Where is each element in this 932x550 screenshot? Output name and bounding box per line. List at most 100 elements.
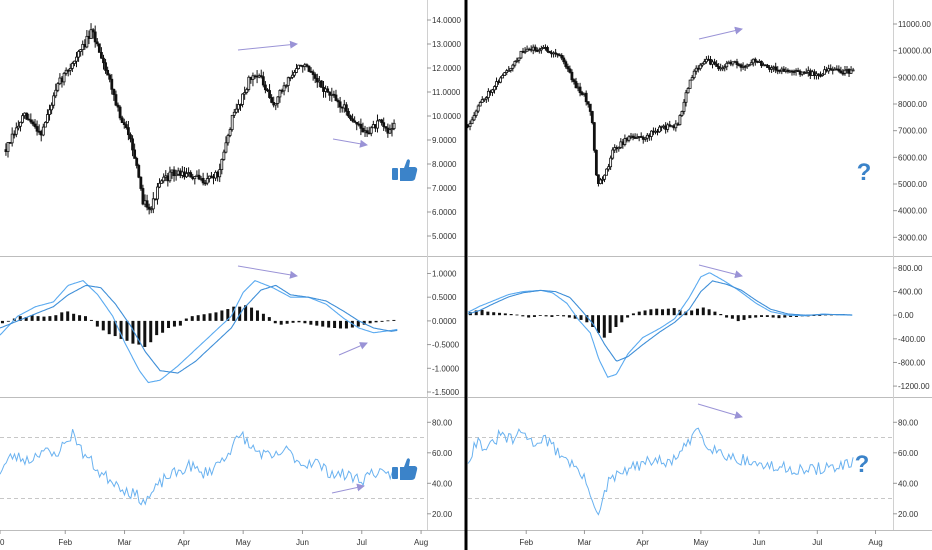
macd-histogram-bar — [777, 315, 781, 319]
candle-body — [276, 96, 280, 104]
macd-histogram-bar — [18, 316, 22, 321]
candle-body — [228, 129, 232, 136]
macd-histogram-bar — [89, 319, 93, 321]
candle-body — [804, 72, 808, 74]
macd-histogram-bar — [626, 315, 630, 318]
candle-body — [774, 66, 778, 71]
candle-body — [41, 126, 45, 136]
candle-body — [355, 121, 359, 125]
left-macd-panel — [0, 279, 398, 384]
candle-body — [698, 64, 702, 70]
macd-histogram-bar — [661, 309, 665, 316]
y-tick-label: -800.00 — [898, 358, 926, 367]
candle-body — [288, 77, 292, 79]
macd-histogram-bar — [527, 315, 531, 318]
candle-body — [66, 69, 70, 72]
candle-body — [234, 108, 238, 113]
macd-histogram-bar — [303, 320, 307, 324]
candle-body — [224, 142, 228, 153]
candle-body — [817, 73, 820, 76]
candle-body — [353, 120, 357, 123]
candle-body — [305, 64, 309, 67]
macd-histogram-bar — [291, 320, 295, 323]
macd-histogram-bar — [573, 315, 577, 319]
candle-body — [307, 65, 311, 72]
candle-body — [326, 88, 330, 93]
candle-body — [218, 169, 222, 178]
candle-body — [578, 86, 582, 94]
macd-histogram-bar — [131, 320, 135, 344]
candle-body — [594, 149, 598, 176]
candle-body — [89, 29, 93, 39]
candle-body — [139, 176, 143, 189]
candle-body — [168, 171, 172, 182]
macd-histogram-bar — [567, 315, 571, 318]
signal-line — [467, 280, 853, 362]
macd-histogram-bar — [202, 314, 206, 321]
candle-body — [137, 165, 141, 178]
y-tick-label: 14.0000 — [432, 16, 461, 25]
candle-body — [108, 74, 112, 80]
candle-body — [501, 75, 505, 79]
macd-histogram-bar — [725, 315, 729, 318]
macd-histogram-bar — [596, 315, 600, 333]
candle-body — [226, 135, 230, 144]
candle-body — [639, 136, 643, 138]
macd-histogram-bar — [509, 314, 513, 316]
candle-body — [617, 147, 621, 150]
y-tick-label: 7.0000 — [432, 184, 457, 193]
macd-histogram-bar — [226, 309, 230, 321]
candle-body — [131, 138, 134, 151]
candle-body — [268, 90, 271, 98]
trend-arrow — [332, 138, 368, 148]
left-rsi-panel — [0, 429, 427, 506]
candle-body — [230, 114, 234, 130]
candle-body — [25, 112, 29, 120]
candle-body — [102, 57, 105, 64]
macd-histogram-bar — [107, 320, 111, 335]
y-tick-label: -0.5000 — [432, 341, 460, 350]
candle-body — [588, 103, 592, 112]
candle-body — [361, 127, 365, 133]
candle-body — [147, 206, 151, 210]
macd-histogram-bar — [498, 312, 502, 316]
candle-body — [392, 122, 396, 129]
candle-body — [126, 127, 130, 136]
candle-body — [205, 178, 209, 184]
y-tick-label: 11000.00 — [898, 20, 931, 29]
macd-histogram-bar — [550, 315, 554, 317]
x-tick-label: Aug — [414, 538, 428, 547]
macd-histogram-bar — [184, 318, 188, 321]
candle-body — [263, 84, 267, 91]
x-tick-label: May — [693, 538, 708, 547]
macd-histogram-bar — [480, 309, 484, 316]
candle-body — [344, 104, 348, 112]
candle-body — [237, 104, 240, 110]
macd-histogram-bar — [232, 306, 236, 321]
candle-body — [499, 77, 503, 83]
macd-histogram-bar — [666, 308, 670, 316]
candle-body — [365, 130, 369, 134]
candle-body — [160, 180, 164, 184]
candle-body — [384, 126, 388, 129]
candle-body — [515, 59, 519, 62]
macd-histogram-bar — [66, 311, 70, 321]
macd-histogram-bar — [167, 320, 171, 328]
macd-histogram-bar — [643, 310, 647, 316]
macd-histogram-bar — [771, 315, 775, 318]
candle-body — [700, 63, 704, 66]
candle-body — [93, 31, 97, 43]
candle-body — [631, 135, 635, 138]
candle-body — [592, 122, 596, 151]
question-mark-icon: ? — [857, 159, 872, 186]
candle-body — [19, 121, 22, 127]
candle-body — [145, 200, 149, 208]
candle-body — [678, 115, 682, 126]
candle-body — [484, 97, 488, 100]
candle-body — [503, 72, 507, 76]
macd-histogram-bar — [789, 315, 793, 317]
x-tick-label: Jul — [812, 538, 822, 547]
candle-body — [747, 64, 751, 67]
candle-body — [351, 118, 354, 122]
